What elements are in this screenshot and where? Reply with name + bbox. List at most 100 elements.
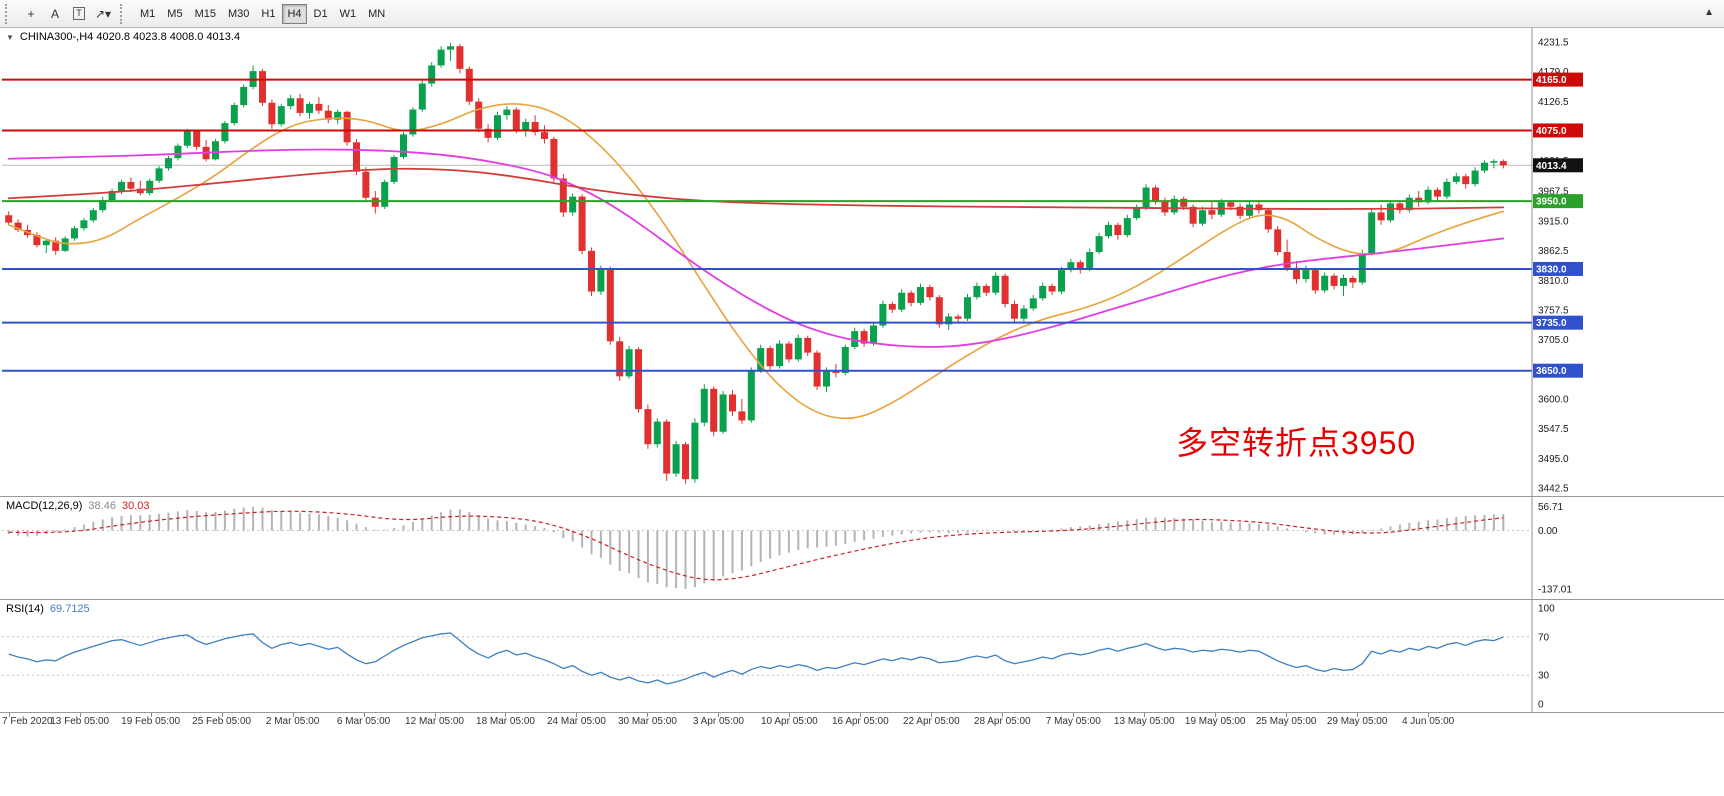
time-label: 6 Mar 05:00 (336, 716, 391, 727)
time-label: 30 Mar 05:00 (617, 716, 677, 727)
time-tick-mark (718, 713, 720, 717)
toolbar-grip[interactable] (120, 3, 129, 24)
time-label: 29 May 05:00 (1326, 716, 1388, 727)
svg-text:3705.0: 3705.0 (1538, 335, 1569, 346)
chart-dropdown-icon[interactable]: ▼ (6, 32, 14, 42)
timeframe-mn-button[interactable]: MN (363, 4, 390, 24)
text-label-tool-button[interactable]: T (67, 3, 91, 25)
macd-label: MACD(12,26,9) 38.46 30.03 (6, 500, 149, 512)
svg-text:3757.5: 3757.5 (1538, 305, 1569, 316)
svg-text:0.00: 0.00 (1538, 526, 1558, 537)
timeframe-h4-button[interactable]: H4 (282, 3, 307, 24)
macd-canvas[interactable]: 56.71 0.00 -137.01 (0, 497, 1724, 599)
time-axis[interactable]: 7 Feb 2020 13 Feb 05:00 19 Feb 05:00 25 Feb… (0, 712, 1724, 730)
svg-text:100: 100 (1538, 604, 1555, 615)
rsi-panel[interactable]: 100 70 30 0 RSI(14) 69.7125 (0, 599, 1724, 712)
svg-text:0: 0 (1538, 700, 1544, 711)
time-tick-mark (150, 713, 152, 717)
svg-text:3735.0: 3735.0 (1536, 318, 1567, 329)
time-label: 3 Apr 05:00 (692, 716, 744, 727)
time-tick-mark (1357, 713, 1359, 717)
time-tick-mark (434, 713, 436, 717)
svg-text:3495.0: 3495.0 (1538, 454, 1569, 465)
svg-text:3967.5: 3967.5 (1538, 187, 1569, 198)
svg-text:3547.5: 3547.5 (1538, 424, 1569, 435)
time-tick-mark (505, 713, 507, 717)
timeframe-w1-button[interactable]: W1 (335, 4, 362, 24)
crosshair-tool-button[interactable]: + (19, 3, 43, 25)
time-tick-mark (647, 713, 649, 717)
rsi-label-text: RSI(14) (6, 603, 44, 615)
time-tick-mark (1286, 713, 1288, 717)
timeframe-m30-button[interactable]: M30 (223, 4, 254, 24)
crosshair-icon: + (27, 6, 35, 21)
time-label: 19 May 05:00 (1184, 716, 1246, 727)
time-label: 22 Apr 05:00 (902, 716, 960, 727)
svg-text:3830.0: 3830.0 (1536, 264, 1567, 275)
svg-text:56.71: 56.71 (1538, 502, 1563, 513)
timeframe-h1-button[interactable]: H1 (256, 4, 280, 24)
time-label: 13 Feb 05:00 (50, 716, 110, 727)
toolbar-grip[interactable] (5, 3, 14, 24)
macd-signal-value: 30.03 (121, 500, 150, 512)
svg-text:4231.5: 4231.5 (1538, 38, 1569, 49)
time-tick-mark (79, 713, 81, 717)
chart-title: ▼ CHINA300-,H4 4020.8 4023.8 4008.0 4013… (6, 31, 240, 43)
macd-value: 38.46 (88, 500, 116, 512)
svg-text:30: 30 (1538, 671, 1550, 682)
chart-title-text: CHINA300-,H4 4020.8 4023.8 4008.0 4013.4 (19, 31, 241, 43)
svg-text:4165.0: 4165.0 (1536, 75, 1567, 86)
time-label: 25 May 05:00 (1255, 716, 1317, 727)
text-label-icon: T (73, 7, 85, 20)
timeframe-m15-button[interactable]: M15 (190, 4, 221, 24)
rsi-value: 69.7125 (49, 603, 90, 615)
time-label: 7 May 05:00 (1045, 716, 1101, 727)
time-tick-mark (1215, 713, 1217, 717)
main-chart-panel[interactable]: 4231.54179.04126.54074.04021.53967.53915… (0, 28, 1724, 496)
time-label: 24 Mar 05:00 (546, 716, 606, 727)
svg-text:3810.0: 3810.0 (1538, 276, 1569, 287)
time-label: 7 Feb 2020 (2, 716, 53, 727)
time-label: 16 Apr 05:00 (831, 716, 889, 727)
svg-text:3442.5: 3442.5 (1538, 484, 1569, 495)
macd-label-text: MACD(12,26,9) (6, 500, 83, 512)
arrows-tool-button[interactable]: ↗▾ (91, 3, 115, 25)
rsi-canvas[interactable]: 100 70 30 0 (0, 600, 1724, 712)
arrow-shapes-icon: ↗▾ (94, 6, 112, 21)
time-label: 13 May 05:00 (1113, 716, 1175, 727)
timeframe-d1-button[interactable]: D1 (309, 4, 333, 24)
svg-text:4013.4: 4013.4 (1536, 161, 1567, 172)
text-tool-button[interactable]: A (43, 3, 67, 25)
time-label: 10 Apr 05:00 (761, 716, 818, 727)
time-tick-mark (8, 713, 10, 717)
time-tick-mark (789, 713, 791, 717)
chart-annotation-text: 多空转折点3950 (1176, 425, 1417, 461)
timeframe-m5-button[interactable]: M5 (162, 4, 187, 24)
time-label: 18 Mar 05:00 (476, 716, 535, 727)
toolbar-overflow-icon[interactable]: ▲ (1704, 7, 1714, 18)
time-label: 2 Mar 05:00 (265, 716, 320, 727)
svg-text:3915.0: 3915.0 (1538, 216, 1569, 227)
time-tick-mark (1073, 713, 1075, 717)
time-label: 19 Feb 05:00 (121, 716, 181, 727)
svg-text:70: 70 (1538, 632, 1550, 643)
svg-text:3650.0: 3650.0 (1536, 366, 1567, 377)
time-tick-mark (860, 713, 862, 717)
svg-text:3600.0: 3600.0 (1538, 394, 1569, 405)
macd-panel[interactable]: 56.71 0.00 -137.01 MACD(12,26,9) 38.46 30.… (0, 496, 1724, 599)
svg-text:3862.5: 3862.5 (1538, 246, 1569, 257)
rsi-label: RSI(14) 69.7125 (6, 603, 90, 615)
time-tick-mark (1428, 713, 1430, 717)
svg-text:4126.5: 4126.5 (1538, 97, 1569, 108)
window-background (0, 730, 1724, 796)
time-tick-mark (221, 713, 223, 717)
time-label: 25 Feb 05:00 (192, 716, 252, 727)
timeframe-m1-button[interactable]: M1 (135, 4, 160, 24)
svg-text:4075.0: 4075.0 (1536, 126, 1567, 137)
time-tick-mark (576, 713, 578, 717)
time-label: 12 Mar 05:00 (405, 716, 464, 727)
main-chart-canvas[interactable]: 4231.54179.04126.54074.04021.53967.53915… (0, 28, 1724, 496)
time-tick-mark (363, 713, 365, 717)
time-label: 4 Jun 05:00 (1401, 716, 1455, 727)
